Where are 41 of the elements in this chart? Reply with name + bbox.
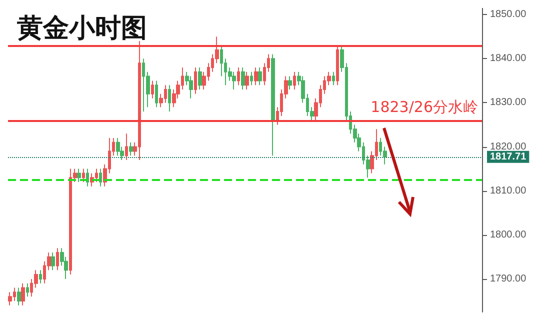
candlestick — [77, 168, 81, 183]
y-tick-label: 1840.00 — [490, 53, 527, 64]
candlestick — [21, 282, 25, 306]
candlestick — [168, 84, 171, 112]
candlestick — [125, 133, 128, 160]
candlestick — [258, 66, 262, 86]
candlestick — [232, 71, 236, 90]
chart-title: 黄金小时图 — [16, 14, 147, 42]
candlestick — [51, 252, 55, 271]
candlestick — [194, 66, 197, 94]
candlestick — [26, 282, 29, 298]
candlestick — [8, 292, 12, 306]
candlestick — [17, 287, 21, 306]
candlestick — [237, 66, 240, 86]
y-tick-label: 1820.00 — [490, 141, 527, 152]
candlestick — [293, 71, 296, 90]
candlestick — [116, 137, 120, 156]
candlestick — [336, 44, 339, 86]
candlestick — [129, 142, 133, 156]
candlestick — [241, 66, 245, 90]
candlestick — [332, 71, 335, 86]
y-tick-label: 1810.00 — [490, 185, 527, 196]
ref-line-label: 1817.71 — [490, 151, 527, 162]
candlestick — [254, 66, 258, 86]
candlestick — [39, 270, 42, 284]
y-tick-label: 1790.00 — [490, 273, 527, 284]
candlestick — [245, 71, 249, 90]
candlestick — [99, 168, 102, 187]
y-tick-label: 1850.00 — [490, 9, 527, 20]
y-tick-label: 1800.00 — [490, 229, 527, 240]
candlestick — [198, 66, 202, 90]
y-tick-label: 1830.00 — [490, 97, 527, 108]
candlestick — [250, 71, 253, 86]
candlestick — [271, 54, 275, 156]
candlestick — [82, 168, 85, 183]
candlestick — [151, 80, 154, 99]
candlestick — [155, 80, 158, 108]
ref-line-label: 1823/26分水岭 — [370, 98, 478, 116]
candlestick — [56, 248, 59, 271]
candlestick — [288, 76, 292, 90]
candlestick — [189, 76, 193, 99]
